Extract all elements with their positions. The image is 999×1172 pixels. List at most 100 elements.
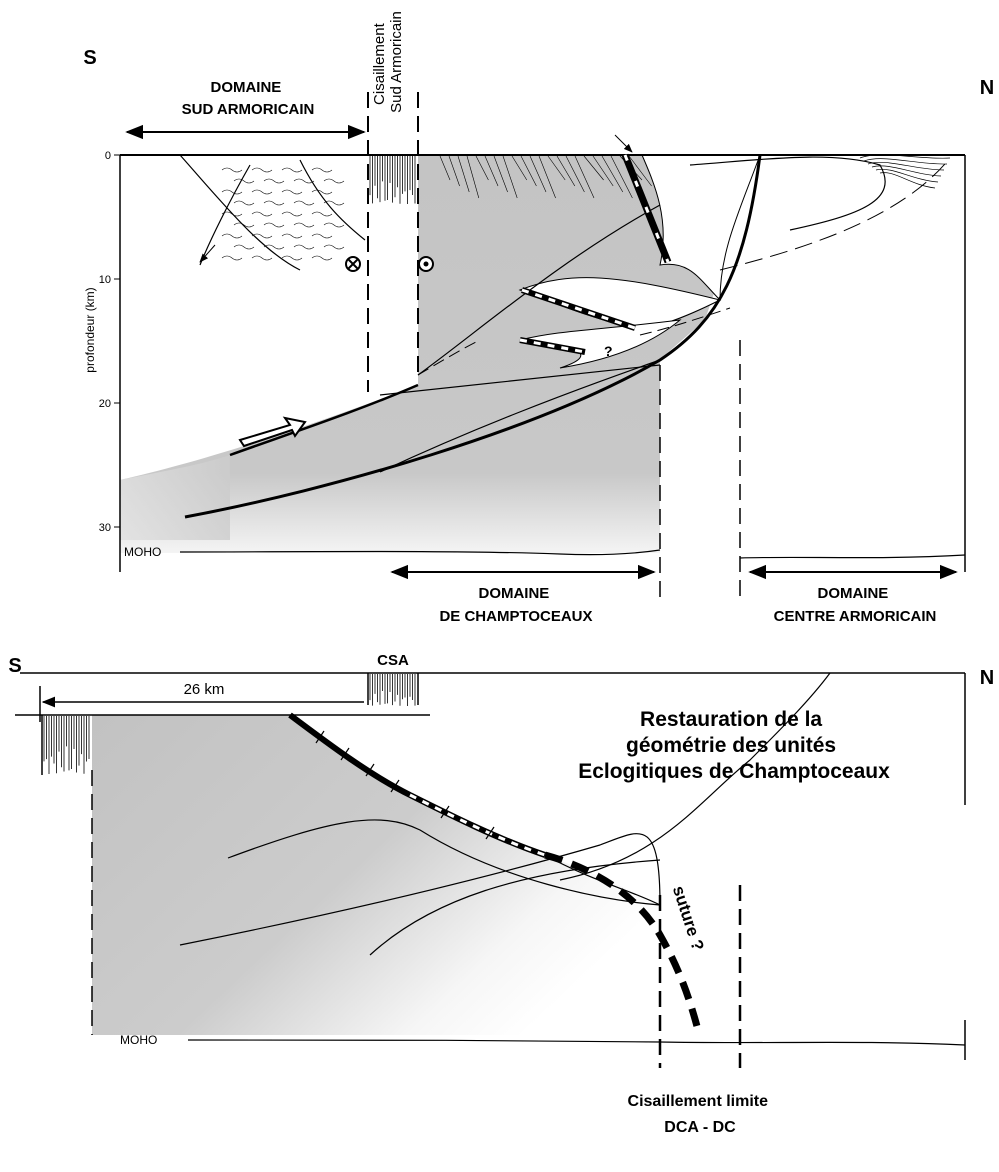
schist-wave [263,200,285,206]
thrust-tick [315,730,325,744]
tick-label: 20 [99,398,111,410]
depth-axis: 0 10 20 30 [99,150,120,534]
fault-line [227,819,661,906]
fault-line [639,307,731,336]
schist-wave [233,178,255,184]
fabric-line [502,155,518,199]
fold-line [859,154,951,159]
thrust-tick [485,826,495,840]
label-line: DOMAINE [210,79,281,96]
fabric-line [610,155,633,199]
label-line: géométrie des unités [626,734,836,757]
gray-wedge-left [120,455,230,540]
thrust-tick [440,805,450,819]
fabric-line [484,155,499,187]
label-line: Restauration de la [640,708,822,731]
label-line: CENTRE ARMORICAIN [774,608,937,625]
direction-label: S [8,655,21,677]
fault-line [417,339,481,376]
striped-band [519,338,586,354]
fabric-line [565,155,585,193]
schist-wave [221,211,243,217]
fabric-line [556,155,576,187]
fabric-line [529,155,547,193]
axis-label: profondeur (km) [83,287,97,372]
fault-line [299,159,366,241]
schist-wave [251,211,273,217]
schist-wave [323,200,345,206]
shear-zone-label: Cisaillement Sud Armoricain [371,11,405,113]
schist-wave [281,189,303,195]
fault-line [719,157,951,271]
label-line: Cisaillement limite [628,1093,769,1110]
main-thrust [184,154,762,519]
fold-line [875,168,939,183]
fabric-line [466,155,480,199]
schist-wave [233,244,255,250]
schist-wave [293,244,315,250]
schist-wave [281,255,303,261]
schist-wave [293,178,315,184]
schist-wave [221,167,243,173]
schist-wave [311,167,333,173]
label-line: DOMAINE [817,585,888,602]
annotation: Restauration de la géométrie des unités … [578,708,890,783]
tick-label: 0 [105,150,111,162]
fabric-line [439,155,451,181]
bottom-section: S N CSA 26 km Restauration de la géométr… [8,652,994,1136]
schist-wave [251,233,273,239]
gray-wedge [120,155,715,553]
fabric-line [601,155,624,193]
tick-label: 10 [99,274,111,286]
label-line: Sud Armoricain [388,11,405,113]
schist-wave [281,211,303,217]
schist-wave [311,211,333,217]
schist-wave [251,167,273,173]
label-line: SUD ARMORICAIN [182,101,315,118]
striped-band [521,288,636,330]
fabric-line [619,155,643,181]
suture-striped [409,793,546,857]
fabric-line [457,155,470,193]
moho-line [739,554,966,559]
csa-label: CSA [377,652,409,669]
fault-line [179,833,661,946]
fault-line [544,854,661,906]
schist-wave [311,255,333,261]
schist-wave [263,244,285,250]
fault-line [379,359,661,473]
domain-label: DOMAINE SUD ARMORICAIN [182,79,315,118]
schist-wave [293,222,315,228]
schist-wave [221,233,243,239]
direction-label: N [980,77,994,99]
fabric-line [475,155,489,181]
schist-wave [293,200,315,206]
fabric-line [538,155,556,199]
schist-wave [221,255,243,261]
schist-wave [251,255,273,261]
schist-wave [311,189,333,195]
fabric-line [520,155,537,187]
label-line: DE CHAMPTOCEAUX [439,608,592,625]
upper-thrust [229,383,419,457]
top-section: S N DOMAINE SUD ARMORICAIN Cisaillement … [83,11,994,625]
small-arrow [199,244,216,263]
moho-label: MOHO [120,1033,157,1047]
direction-label: S [83,47,96,69]
fault-line [179,154,301,271]
hatching [41,154,951,840]
fabric-line [583,155,604,181]
fold-line [863,158,948,165]
thrust-tick [365,763,375,777]
fabric-line [493,155,508,193]
fabric-line [592,155,614,187]
schist-wave [323,222,345,228]
gray-wedge [92,715,660,1035]
schist-wave [323,244,345,250]
moho-label: MOHO [124,545,161,559]
schist-wave [251,189,273,195]
fabric-line [547,155,566,181]
schist-wave [233,222,255,228]
